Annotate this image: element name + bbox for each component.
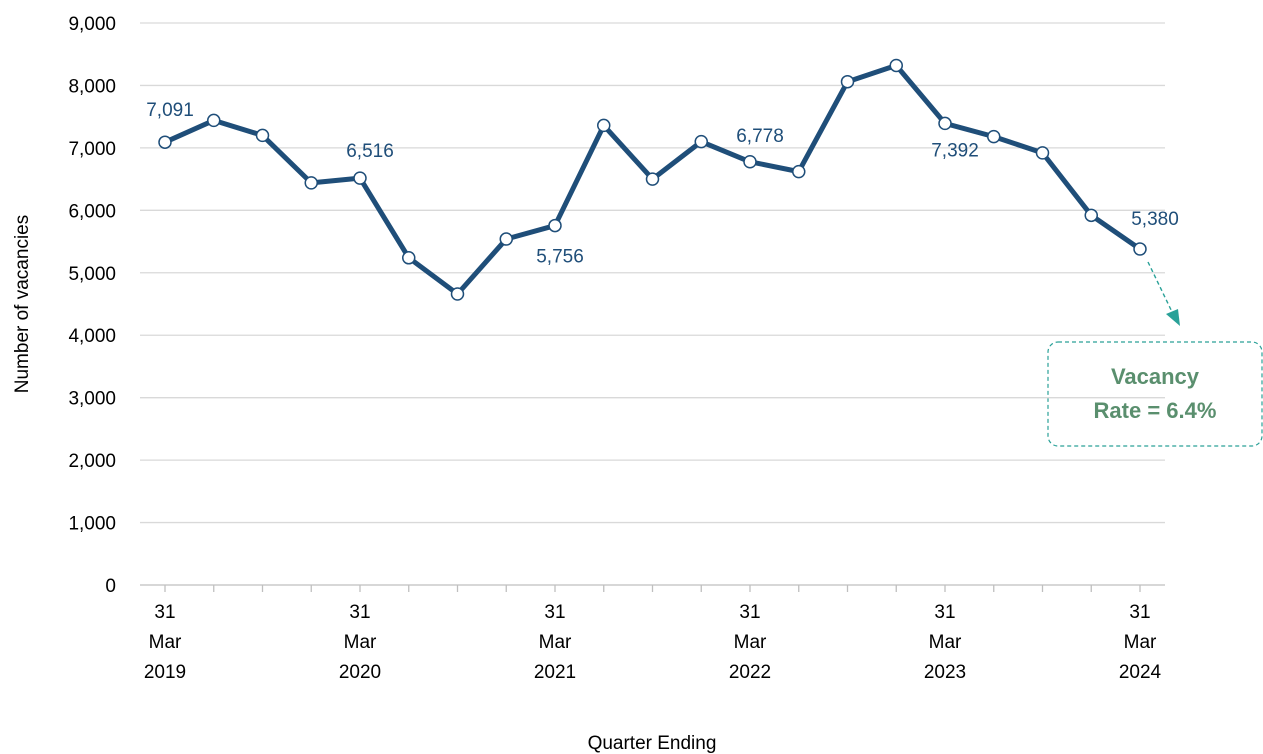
y-tick-label: 8,000 [68,76,116,97]
point-marker [743,155,757,169]
point-marker [548,218,562,233]
data-label: 5,756 [536,247,584,268]
y-tick-label: 5,000 [68,264,116,285]
y-tick-label: 0 [105,576,116,597]
point-marker [694,134,708,149]
data-label: 7,392 [931,140,979,161]
data-label: 6,516 [346,141,394,162]
x-tick-label: 31 Mar 2022 [729,602,771,683]
point-marker [840,74,855,89]
arrow-head [1166,309,1180,326]
x-tick-label: 31 Mar 2024 [1119,602,1162,683]
data-label: 7,091 [146,100,194,121]
x-tick-label: 31 Mar 2020 [339,602,381,683]
point-marker [1084,208,1098,223]
x-tick-label: 31 Mar 2023 [924,602,966,683]
point-marker [938,116,952,131]
y-tick-label: 9,000 [68,14,116,35]
data-label: 5,380 [1131,209,1179,230]
data-label: 6,778 [736,126,784,147]
annotation-arrow [1147,261,1175,317]
y-tick-label: 1,000 [68,514,116,535]
point-marker [450,287,465,301]
point-marker [353,171,367,185]
annotation-holder: Vacancy Rate = 6.4% [1093,364,1217,423]
point-marker [987,129,1001,144]
y-tick-label: 7,000 [68,139,116,160]
point-marker [255,128,270,143]
y-tick-label: 4,000 [68,326,116,347]
point-marker [402,251,416,265]
y-tick-label: 3,000 [68,389,116,410]
y-axis-title: Number of vacancies [12,215,33,393]
annotation: Vacancy Rate = 6.4% [1093,364,1217,423]
point-marker [792,164,806,179]
point-marker [207,113,221,128]
x-axis-title: Quarter Ending [588,733,717,754]
annotation-box [1047,341,1263,447]
y-tick-label: 2,000 [68,451,116,472]
point-marker [645,172,660,186]
point-marker [1133,242,1147,256]
y-tick-label: 6,000 [68,201,116,222]
point-marker [499,232,513,246]
point-marker [1035,146,1050,160]
point-marker [889,58,903,73]
x-tick-label: 31 Mar 2021 [534,602,576,683]
point-marker [158,135,172,149]
point-marker [304,176,318,190]
x-tick-label: 31 Mar 2019 [144,602,186,683]
point-marker [597,118,611,133]
